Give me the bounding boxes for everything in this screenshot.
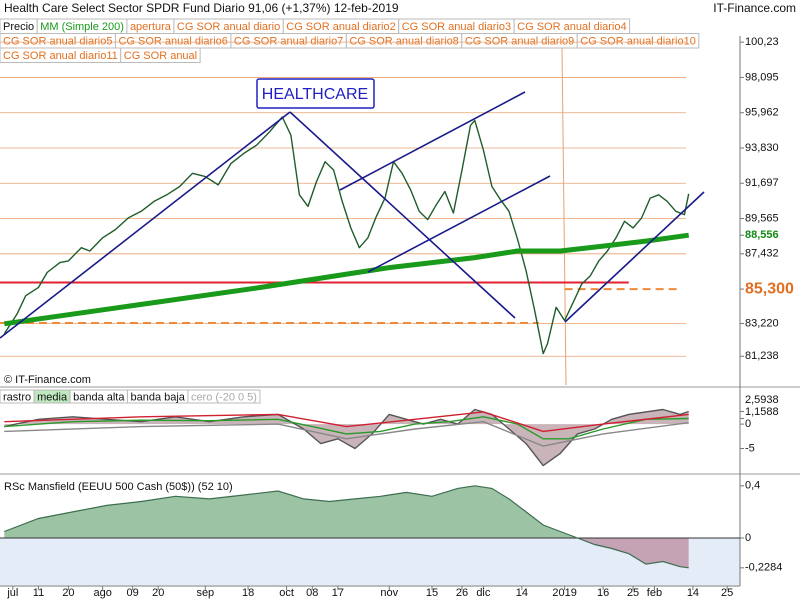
trendlines — [0, 91, 705, 339]
x-tick-label: ago — [93, 587, 111, 599]
x-tick-label: 16 — [597, 587, 609, 599]
y-tick-label: -0,2284 — [745, 562, 782, 574]
y-tick-label: 0,4 — [745, 480, 760, 492]
x-tick-label: 08 — [306, 587, 318, 599]
y-tick-label: 81,238 — [745, 350, 779, 362]
legend-entry: MM (Simple 200) — [40, 21, 124, 33]
x-tick-label: 14 — [687, 587, 699, 599]
y-tick-label: 100,23 — [745, 36, 779, 48]
legend-entry: CG SOR anual diario7 — [234, 36, 343, 48]
y-tick-label: 98,095 — [745, 71, 779, 83]
level-step — [561, 47, 567, 386]
x-tick-label: 26 — [456, 587, 468, 599]
x-tick-label: 17 — [332, 587, 344, 599]
annotation-box — [256, 78, 375, 109]
legend-entry: apertura — [130, 21, 172, 33]
x-tick-label: 14 — [516, 587, 528, 599]
y-tick-label: 93,830 — [745, 142, 779, 154]
watermark: © IT-Finance.com — [4, 374, 91, 386]
chart-title: Health Care Select Sector SPDR Fund Diar… — [4, 1, 399, 15]
x-tick-label: 11 — [33, 587, 44, 599]
y-tick-label: 0 — [745, 532, 751, 544]
legend-cell — [187, 389, 261, 404]
x-tick-label: 09 — [126, 587, 138, 599]
legend-entry: CG SOR anual diario10 — [580, 36, 696, 48]
y-tick-label: 91,697 — [745, 177, 779, 189]
y-tick-label: 1,1588 — [745, 406, 779, 418]
legend-entry: banda baja — [130, 391, 185, 403]
legend-entry: cero (-20 0 5) — [191, 391, 257, 403]
x-tick-label: feb — [647, 587, 662, 599]
legend-cell — [576, 33, 700, 49]
legend-entry: rastro — [3, 391, 31, 403]
y-tick-label: 83,220 — [745, 317, 779, 329]
y-tick-label: -5 — [745, 442, 755, 454]
legend-entry: CG SOR anual diario2 — [286, 21, 395, 33]
annotation: HEALTHCARE — [262, 86, 368, 103]
legend-entry: CG SOR anual diario — [177, 21, 280, 33]
y-tick-label: 88,556 — [745, 229, 779, 241]
legend-entry: media — [37, 391, 68, 403]
x-tick-label: jul — [6, 587, 18, 599]
legend-entry: Precio — [3, 21, 34, 33]
legend-entry: CG SOR anual diario8 — [349, 36, 458, 48]
x-tick-label: 18 — [242, 587, 254, 599]
legend-entry: CG SOR anual diario5 — [3, 36, 112, 48]
y-tick-label: 87,432 — [745, 248, 779, 260]
series-line — [4, 411, 689, 433]
legend-entry: CG SOR anual diario4 — [517, 21, 626, 33]
source: IT-Finance.com — [713, 1, 796, 15]
trendline — [564, 191, 705, 323]
y-tick-label: 85,300 — [745, 280, 794, 297]
x-tick-label: 15 — [426, 587, 438, 599]
y-tick-label: 95,962 — [745, 107, 779, 119]
area-negative — [4, 538, 689, 568]
x-tick-label: 25 — [721, 587, 733, 599]
legend-entry: CG SOR anual diario9 — [465, 36, 574, 48]
x-tick-label: sep — [196, 587, 214, 599]
legend-cell — [120, 47, 201, 63]
series-line — [3, 232, 690, 327]
legend-entry: CG SOR anual diario3 — [402, 21, 511, 33]
legend-entry: banda alta — [73, 391, 125, 403]
y-tick-label: 89,565 — [745, 212, 779, 224]
y-tick-label: 2,5938 — [745, 394, 779, 406]
x-tick-label: nov — [380, 587, 398, 599]
series-line — [4, 421, 689, 447]
x-tick-label: dic — [476, 587, 491, 599]
area-fill — [4, 409, 689, 466]
panel-title: RSc Mansfield (EEUU 500 Cash (50$)) (52 … — [4, 481, 233, 493]
legend-entry: CG SOR anual diario11 — [3, 50, 118, 62]
series-line — [4, 485, 689, 569]
x-tick-label: 20 — [62, 587, 74, 599]
y-tick-label: 0 — [745, 418, 751, 430]
x-tick-label: 2019 — [552, 587, 576, 599]
x-tick-label: 25 — [627, 587, 639, 599]
series-line — [4, 416, 689, 440]
area-positive — [4, 485, 578, 538]
x-tick-label: 20 — [152, 587, 164, 599]
trendline — [367, 175, 551, 273]
trendline — [289, 111, 516, 319]
trendline — [339, 91, 526, 191]
legend-entry: CG SOR anual diario6 — [118, 36, 227, 48]
legend-entry: CG SOR anual — [124, 50, 197, 62]
trendline — [0, 111, 291, 339]
x-tick-label: oct — [279, 587, 294, 599]
